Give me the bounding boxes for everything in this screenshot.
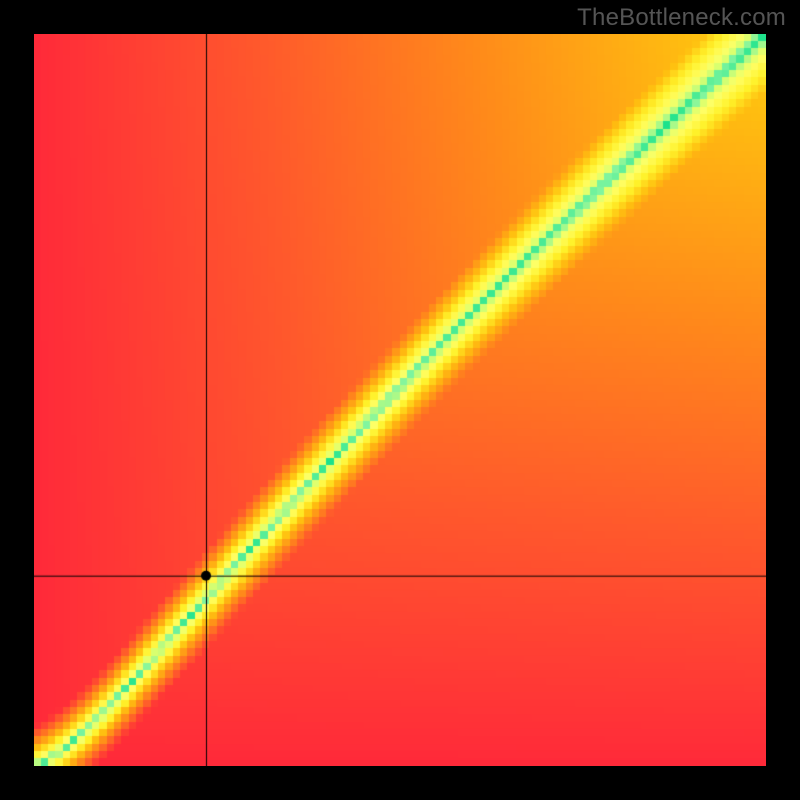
chart-container: TheBottleneck.com bbox=[0, 0, 800, 800]
watermark-text: TheBottleneck.com bbox=[577, 4, 786, 32]
crosshair-overlay bbox=[34, 34, 766, 766]
heatmap-plot bbox=[34, 34, 766, 766]
